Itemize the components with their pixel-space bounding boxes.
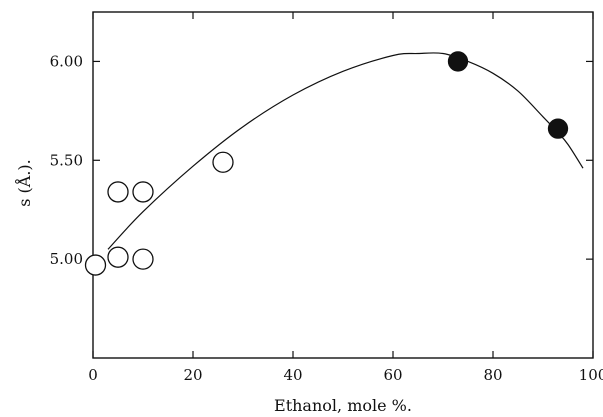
filled-point (547, 118, 569, 139)
y-tick-label: 5.00 (50, 250, 83, 268)
plot-frame (92, 11, 594, 359)
open-point (107, 246, 129, 268)
open-point (212, 151, 234, 173)
open-point (132, 181, 154, 203)
filled-point (447, 51, 469, 72)
data-points (84, 51, 569, 276)
x-tick-label: 40 (283, 366, 302, 384)
x-tick-label: 20 (183, 366, 202, 384)
open-point (84, 254, 107, 276)
y-tick-label: 6.00 (50, 52, 83, 70)
tick-labels: 0 20 40 60 80 100 5.00 5.50 6.00 (50, 52, 603, 384)
ticks (92, 12, 594, 358)
x-tick-label: 0 (88, 366, 98, 384)
x-axis-label: Ethanol, mole %. (274, 396, 412, 415)
y-axis-label: s (Å.). (14, 159, 34, 207)
fit-curve (107, 52, 584, 250)
open-point (132, 248, 154, 270)
x-tick-label: 100 (579, 366, 603, 384)
open-point (107, 181, 129, 203)
y-tick-label: 5.50 (50, 151, 83, 169)
x-tick-label: 80 (483, 366, 502, 384)
x-tick-label: 60 (383, 366, 402, 384)
